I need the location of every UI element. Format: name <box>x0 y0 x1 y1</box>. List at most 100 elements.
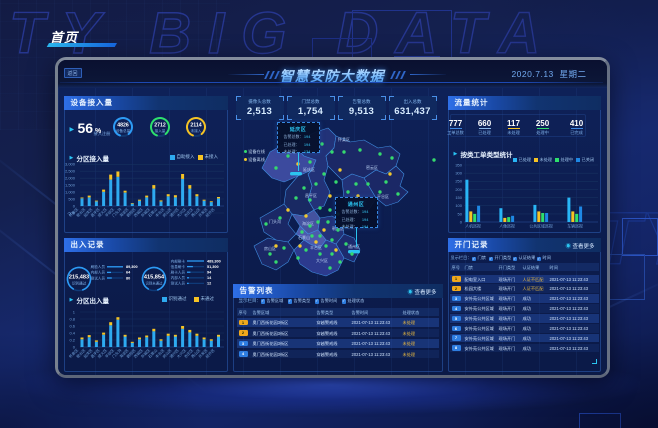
svg-text:延庆区: 延庆区 <box>303 166 315 172</box>
svg-text:内部人员: 内部人员 <box>90 270 105 275</box>
svg-text:顺义区: 顺义区 <box>96 206 108 218</box>
svg-text:100: 100 <box>455 203 462 208</box>
svg-text:门头沟: 门头沟 <box>269 218 281 224</box>
svg-text:石景山: 石景山 <box>146 347 158 359</box>
svg-text:0.8: 0.8 <box>69 316 75 321</box>
svg-text:50: 50 <box>457 211 462 216</box>
svg-text:未接入: 未接入 <box>190 128 201 133</box>
svg-text:89,300: 89,300 <box>126 265 138 269</box>
svg-text:海淀区: 海淀区 <box>118 206 130 218</box>
svg-text:2114: 2114 <box>190 123 201 129</box>
svg-text:12: 12 <box>207 282 211 286</box>
svg-text:开发区: 开发区 <box>197 347 209 359</box>
svg-text:识别通过: 识别通过 <box>71 281 86 286</box>
svg-text:东城区: 东城区 <box>139 347 151 359</box>
svg-text:80: 80 <box>126 276 130 280</box>
svg-text:测试人员: 测试人员 <box>170 281 185 286</box>
svg-text:石景山: 石景山 <box>298 234 310 240</box>
svg-text:0.2: 0.2 <box>69 337 75 342</box>
svg-text:150: 150 <box>455 195 462 200</box>
svg-text:通州区: 通州区 <box>168 206 180 218</box>
svg-text:开发区: 开发区 <box>197 206 209 218</box>
svg-text:人机巡视: 人机巡视 <box>465 224 481 229</box>
svg-text:平谷区: 平谷区 <box>103 206 115 218</box>
svg-text:大兴区: 大兴区 <box>175 206 187 218</box>
svg-text:昌平区: 昌平区 <box>90 348 101 359</box>
svg-text:东城区: 东城区 <box>139 206 151 218</box>
svg-text:300: 300 <box>455 171 462 176</box>
svg-text:设备总量: 设备总量 <box>115 128 130 133</box>
svg-text:经开区: 经开区 <box>204 206 216 218</box>
svg-text:密云区: 密云区 <box>75 347 87 359</box>
svg-text:250: 250 <box>455 179 462 184</box>
svg-text:2,000: 2,000 <box>64 176 75 181</box>
svg-text:丰台区: 丰台区 <box>154 347 166 359</box>
svg-text:2,500: 2,500 <box>64 169 75 174</box>
svg-text:车辆巡视: 车辆巡视 <box>567 224 583 229</box>
svg-text:石景山: 石景山 <box>146 206 158 218</box>
svg-text:密云区: 密云区 <box>366 164 378 170</box>
svg-text:1,000: 1,000 <box>64 190 75 195</box>
svg-text:怀柔区: 怀柔区 <box>67 206 79 218</box>
svg-text:64: 64 <box>126 271 131 275</box>
svg-text:3,000: 3,000 <box>64 162 75 167</box>
svg-text:房山区: 房山区 <box>161 347 173 359</box>
svg-text:房山区: 房山区 <box>264 245 276 251</box>
svg-text:通州区: 通州区 <box>348 243 360 249</box>
svg-text:500: 500 <box>68 196 75 201</box>
svg-text:海淀区: 海淀区 <box>302 220 314 226</box>
svg-text:门头沟: 门头沟 <box>110 206 122 218</box>
svg-text:房山区: 房山区 <box>161 206 173 218</box>
svg-text:0.6: 0.6 <box>69 323 75 328</box>
svg-text:顺义区: 顺义区 <box>96 347 108 359</box>
svg-text:489,300: 489,300 <box>207 259 221 263</box>
svg-text:丰台区: 丰台区 <box>154 206 166 218</box>
svg-text:亦庄区: 亦庄区 <box>182 206 194 218</box>
svg-text:门头沟: 门头沟 <box>110 347 122 359</box>
svg-text:-500: -500 <box>66 210 75 215</box>
svg-text:朝阳区: 朝阳区 <box>332 225 344 231</box>
svg-text:1,500: 1,500 <box>64 183 75 188</box>
svg-text:人像巡视: 人像巡视 <box>499 224 515 229</box>
svg-text:延庆区: 延庆区 <box>82 206 94 218</box>
svg-text:1: 1 <box>72 309 75 314</box>
svg-text:0.4: 0.4 <box>69 330 75 335</box>
svg-text:0: 0 <box>72 344 75 349</box>
svg-text:平谷区: 平谷区 <box>103 347 115 359</box>
svg-text:通州区: 通州区 <box>168 347 180 359</box>
svg-text:接入量: 接入量 <box>154 128 165 133</box>
svg-text:大兴区: 大兴区 <box>316 257 328 263</box>
svg-text:延庆区: 延庆区 <box>82 347 94 359</box>
svg-text:亦庄区: 亦庄区 <box>182 347 194 359</box>
svg-text:刷卡人员: 刷卡人员 <box>170 270 185 275</box>
svg-text:信息刷卡: 信息刷卡 <box>170 264 185 269</box>
svg-text:西城区: 西城区 <box>132 206 144 218</box>
svg-text:0: 0 <box>459 219 462 224</box>
svg-text:密云区: 密云区 <box>75 206 87 218</box>
svg-text:0: 0 <box>72 203 75 208</box>
svg-text:350: 350 <box>455 162 462 167</box>
svg-text:西城区: 西城区 <box>132 347 144 359</box>
svg-text:4826: 4826 <box>117 123 129 129</box>
svg-text:识别未通过: 识别未通过 <box>145 281 163 286</box>
svg-text:昌平区: 昌平区 <box>305 193 317 198</box>
svg-text:海淀区: 海淀区 <box>118 347 130 359</box>
svg-text:昌平区: 昌平区 <box>90 207 101 218</box>
svg-text:经开区: 经开区 <box>204 347 216 359</box>
svg-text:2712: 2712 <box>154 123 166 129</box>
svg-text:内部刷卡: 内部刷卡 <box>170 258 185 263</box>
svg-text:内部人员: 内部人员 <box>170 275 185 280</box>
svg-text:燕山区: 燕山区 <box>189 347 201 359</box>
svg-text:刷脸人员: 刷脸人员 <box>90 264 105 269</box>
svg-text:215,483: 215,483 <box>68 275 88 281</box>
svg-text:94: 94 <box>207 271 212 275</box>
svg-text:朝阳区: 朝阳区 <box>125 206 137 218</box>
svg-text:怀柔区: 怀柔区 <box>338 136 350 142</box>
svg-text:415,854: 415,854 <box>143 275 164 281</box>
svg-text:朝阳区: 朝阳区 <box>125 347 137 359</box>
svg-text:200: 200 <box>455 187 462 192</box>
svg-text:燕山区: 燕山区 <box>189 206 201 218</box>
svg-text:丰台区: 丰台区 <box>310 244 322 250</box>
svg-text:公共区域巡视: 公共区域巡视 <box>529 224 552 229</box>
svg-text:测试人员: 测试人员 <box>90 275 105 280</box>
